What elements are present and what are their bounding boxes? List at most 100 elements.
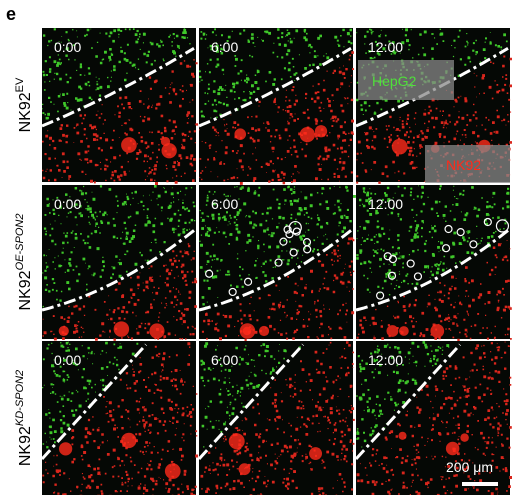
red-cluster — [460, 433, 469, 442]
red-cells — [201, 237, 355, 342]
boundary-line — [355, 229, 509, 312]
boundary-line — [40, 343, 148, 461]
tracked-cell — [228, 287, 237, 297]
row-label-sup: OE-SPON2 — [14, 214, 26, 271]
image-background — [356, 185, 510, 339]
red-cluster — [161, 143, 177, 159]
image-background — [42, 185, 196, 339]
tracked-cell — [387, 271, 397, 280]
red-cluster — [299, 127, 315, 143]
red-cluster — [239, 323, 256, 339]
red-cluster — [314, 125, 328, 138]
time-label: 0:00 — [54, 39, 81, 55]
tracked-cell — [288, 220, 302, 235]
time-label: 0:00 — [54, 196, 81, 212]
tracked-cell — [469, 240, 478, 249]
tracked-cell — [243, 277, 253, 286]
image-cell: 12:00 — [354, 341, 512, 495]
tracked-cell — [383, 252, 392, 261]
red-cluster — [258, 325, 270, 337]
row-label: NK92OE-SPON2 — [14, 214, 34, 311]
tracked-cell — [444, 224, 453, 234]
boundary-line — [198, 229, 352, 312]
red-cluster — [386, 325, 399, 337]
red-cluster — [309, 447, 323, 461]
red-cluster — [58, 325, 69, 337]
boundary-line — [41, 229, 195, 312]
tracked-cell — [376, 291, 385, 300]
time-label: 6:00 — [211, 39, 238, 55]
tracked-cell — [283, 225, 292, 234]
green-cells — [200, 342, 301, 448]
nk92-box — [425, 145, 510, 183]
boundary-line — [198, 47, 352, 128]
red-cluster — [149, 323, 165, 339]
green-cells — [356, 28, 508, 123]
red-cluster — [228, 433, 245, 450]
image-cell: 0:00 — [40, 341, 199, 495]
row-label-base: NK92 — [17, 92, 34, 132]
red-cluster — [58, 442, 73, 456]
tracked-cell — [495, 219, 510, 233]
red-cluster — [398, 431, 407, 440]
green-cells — [199, 28, 353, 119]
red-cluster — [121, 137, 137, 153]
image-cell: 0:00 — [41, 28, 199, 185]
panel-label: e — [6, 4, 16, 24]
image-cell: 0:00 — [41, 185, 198, 341]
image-cell: 6:00 — [198, 185, 356, 342]
tracked-cell — [205, 269, 214, 278]
red-cluster — [398, 326, 409, 336]
row-label-sup: EV — [14, 77, 26, 92]
row-label-sup: KD-SPON2 — [14, 370, 26, 426]
tracked-cell — [292, 227, 301, 236]
image-cell: 12:00 — [355, 185, 512, 342]
green-cells — [199, 185, 356, 308]
image-grid: 0:00 6:00 12:00 0:00 6:00 12:00 0:00 6:00 12:00 — [40, 28, 512, 495]
time-label: 12:00 — [368, 352, 403, 368]
boundary-line — [355, 47, 509, 128]
tracked-cell — [302, 238, 312, 247]
annotations: HepG2 NK92 200 μm — [358, 60, 510, 486]
red-cluster — [113, 321, 130, 337]
tracked-cell — [456, 228, 465, 237]
hepg2-label: HepG2 — [372, 73, 417, 89]
green-cells — [42, 185, 196, 308]
tracked-cell — [441, 244, 451, 253]
red-cluster — [445, 441, 460, 456]
nk92-label: NK92 — [446, 157, 481, 173]
row-label: NK92EV — [14, 77, 34, 132]
scale-bar-label: 200 μm — [446, 459, 493, 475]
time-label: 6:00 — [211, 196, 238, 212]
red-cells — [356, 341, 512, 495]
tracked-cell — [289, 248, 298, 257]
tracked-cell — [274, 258, 283, 267]
boundary-line — [197, 343, 305, 461]
image-cell: 6:00 — [197, 341, 355, 495]
red-cluster — [234, 128, 247, 140]
row-label: NK92KD-SPON2 — [14, 370, 34, 466]
red-cluster — [391, 138, 408, 155]
red-cells — [199, 51, 354, 185]
boundary-line — [41, 47, 195, 128]
hepg2-box — [358, 60, 454, 100]
tracked-cell — [285, 230, 294, 239]
time-label: 12:00 — [368, 39, 403, 55]
time-label: 12:00 — [368, 196, 403, 212]
red-cluster — [121, 432, 137, 449]
tracked-cell — [279, 237, 288, 246]
row-label-base: NK92 — [17, 426, 34, 466]
row-label-base: NK92 — [17, 270, 34, 310]
tracked-cell — [406, 259, 415, 268]
tracked-cell — [483, 217, 492, 227]
tracked-cell — [413, 272, 423, 281]
boundary-line — [354, 343, 462, 461]
red-cluster — [238, 463, 251, 476]
time-label: 6:00 — [211, 352, 238, 368]
red-cluster — [430, 324, 445, 338]
image-cell: 6:00 — [198, 28, 354, 185]
time-label: 0:00 — [54, 352, 81, 368]
